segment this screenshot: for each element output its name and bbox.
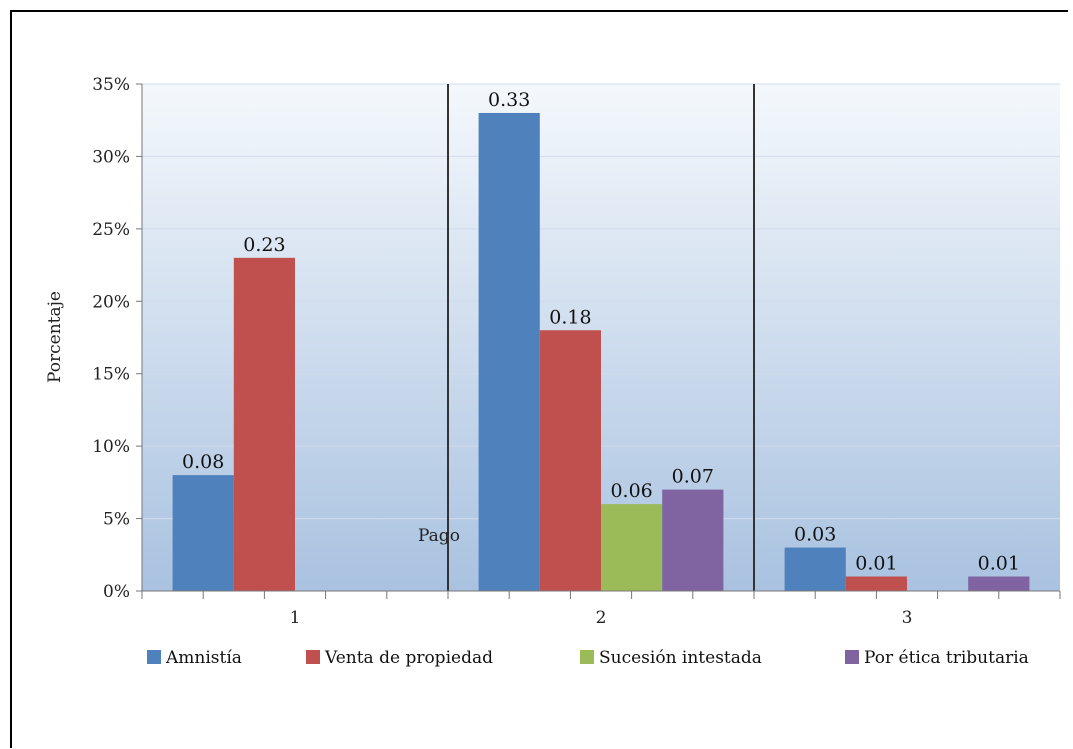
x-tick-label: 3 (902, 608, 913, 628)
legend-swatch (845, 650, 859, 664)
legend-swatch (580, 650, 594, 664)
bar (233, 257, 295, 591)
data-label: 0.03 (794, 524, 836, 546)
bar (968, 576, 1030, 591)
legend-swatch (147, 650, 161, 664)
bars (172, 112, 1030, 591)
y-tick-label: 35% (92, 75, 130, 95)
legend-label: Sucesión intestada (599, 648, 762, 668)
bar (539, 330, 601, 591)
data-label: 0.33 (488, 89, 530, 111)
annotation-text: Pago (418, 526, 460, 546)
x-tick-label: 1 (290, 608, 301, 628)
group-separators (447, 84, 755, 591)
data-label: 0.06 (610, 480, 652, 502)
axes: 0% 5% 10% 15% 20% 25% 30% 35% 1 2 3 (92, 75, 1061, 628)
legend-label: Amnistía (165, 648, 242, 668)
data-label: 0.08 (182, 451, 224, 473)
data-label: 0.01 (855, 553, 897, 575)
y-axis-label: Porcentaje (45, 291, 65, 383)
bar (662, 489, 724, 591)
x-tick-label: 2 (596, 608, 607, 628)
legend-label: Por ética tributaria (864, 648, 1029, 668)
bar (601, 504, 663, 591)
y-tick-label: 25% (92, 220, 130, 240)
legend-swatch (306, 650, 320, 664)
data-label: 0.18 (549, 306, 591, 328)
bar (845, 576, 907, 591)
y-tick-label: 15% (92, 365, 130, 385)
value-labels: 0.08 0.33 0.03 0.23 0.18 0.01 0.06 0.07 0.01 (182, 89, 1020, 575)
data-label: 0.23 (243, 234, 285, 256)
bar (784, 547, 846, 591)
y-tick-label: 10% (92, 437, 130, 457)
bar (172, 475, 234, 591)
y-tick-label: 5% (103, 510, 130, 530)
y-tick-label: 30% (92, 147, 130, 167)
data-label: 0.07 (672, 466, 714, 488)
y-tick-label: 20% (92, 292, 130, 312)
chart-frame (10, 10, 1068, 748)
legend: Amnistía Venta de propiedad Sucesión intes… (147, 648, 1029, 668)
bar (478, 112, 540, 591)
legend-label: Venta de propiedad (324, 648, 493, 668)
data-label: 0.01 (978, 553, 1020, 575)
y-tick-label: 0% (103, 582, 130, 602)
